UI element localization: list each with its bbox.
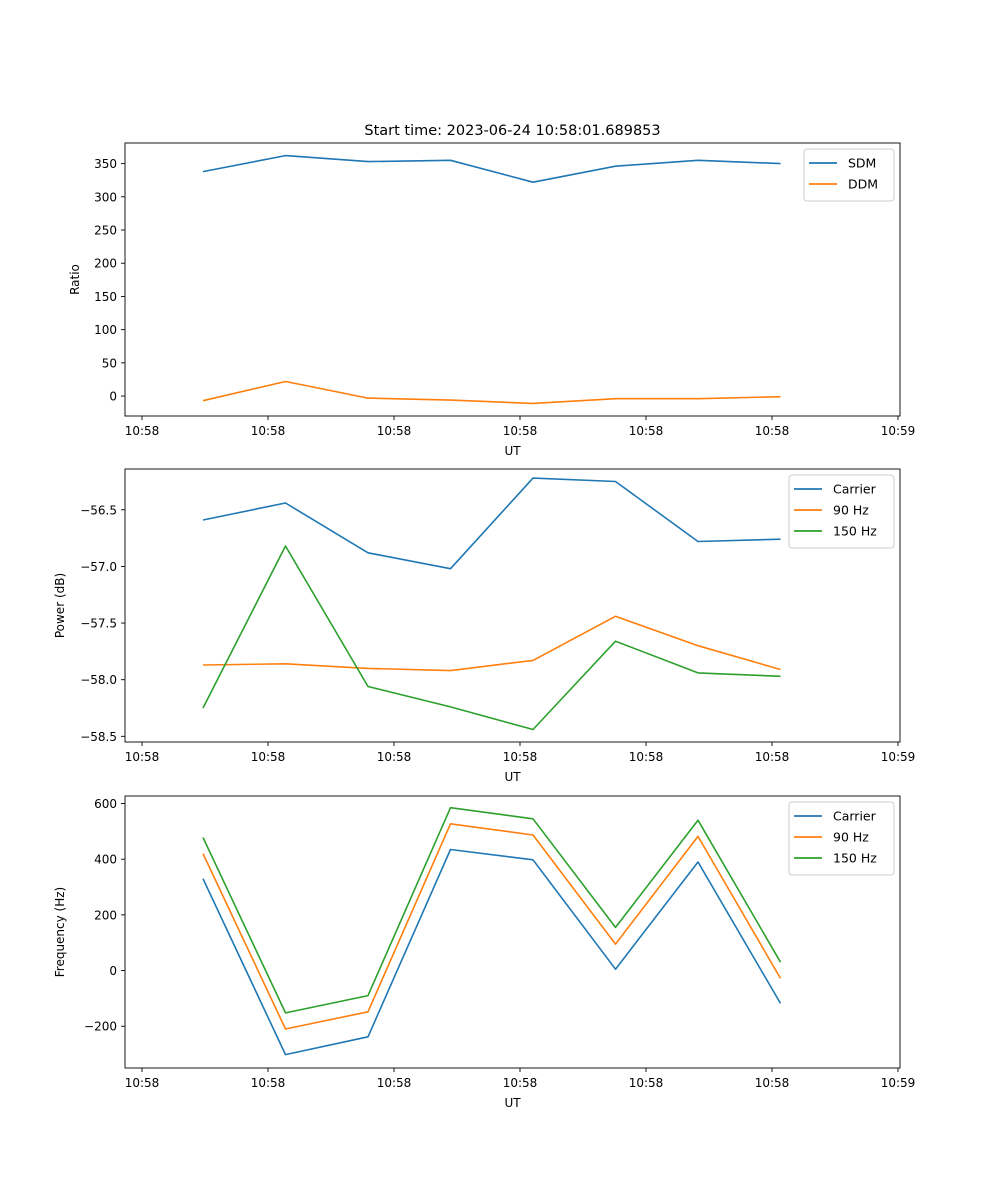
y-tick-label: 100 xyxy=(94,323,117,337)
series-line-150-hz xyxy=(202,806,782,1014)
legend-label: SDM xyxy=(848,156,876,171)
series-line-carrier xyxy=(202,848,782,1056)
x-tick-label: 10:59 xyxy=(881,424,916,438)
y-tick-label: 0 xyxy=(109,964,117,978)
legend-label: 90 Hz xyxy=(833,830,869,845)
y-tick-label: 400 xyxy=(94,853,117,867)
y-tick-label: −58.0 xyxy=(80,673,117,687)
y-tick-label: −57.5 xyxy=(80,617,117,631)
y-axis-label: Ratio xyxy=(68,264,82,295)
y-tick-label: 250 xyxy=(94,224,117,238)
y-tick-label: −58.5 xyxy=(80,730,117,744)
plot-frame xyxy=(124,795,901,1069)
y-axis-label: Power (dB) xyxy=(53,573,67,638)
x-tick-label: 10:58 xyxy=(755,424,790,438)
y-tick-label: 350 xyxy=(94,157,117,171)
legend-label: Carrier xyxy=(833,482,877,497)
x-tick-label: 10:58 xyxy=(503,1076,538,1090)
chart-title: Start time: 2023-06-24 10:58:01.689853 xyxy=(364,123,660,139)
x-tick-label: 10:58 xyxy=(629,424,664,438)
y-tick-label: 0 xyxy=(109,390,117,404)
legend-label: 150 Hz xyxy=(833,851,877,866)
y-tick-label: 600 xyxy=(94,797,117,811)
x-tick-label: 10:59 xyxy=(881,1076,916,1090)
series-line-90-hz xyxy=(202,822,782,1030)
legend-box xyxy=(788,474,895,549)
x-tick-label: 10:58 xyxy=(125,1076,160,1090)
y-axis-label: Frequency (Hz) xyxy=(53,887,67,978)
chart-panel-2: 10:58 10:58 10:58 10:58 10:58 10:58 10:59 −58.5… xyxy=(53,468,916,784)
legend: SDM DDM xyxy=(803,148,895,202)
x-tick-label: 10:59 xyxy=(881,750,916,764)
y-tick-label: 150 xyxy=(94,290,117,304)
y-tick-label: −200 xyxy=(84,1020,117,1034)
legend-label: 90 Hz xyxy=(833,503,869,518)
y-tick-label: 300 xyxy=(94,190,117,204)
x-tick-label: 10:58 xyxy=(251,424,286,438)
legend: Carrier 90 Hz 150 Hz xyxy=(788,801,895,876)
legend-box xyxy=(803,148,895,202)
series-line-150-hz xyxy=(202,545,781,731)
x-tick-label: 10:58 xyxy=(377,424,412,438)
x-tick-label: 10:58 xyxy=(377,750,412,764)
x-axis-label: UT xyxy=(504,770,521,784)
chart-panel-1: Start time: 2023-06-24 10:58:01.689853 10… xyxy=(68,123,915,458)
x-tick-label: 10:58 xyxy=(629,1076,664,1090)
x-tick-label: 10:58 xyxy=(503,750,538,764)
x-tick-label: 10:58 xyxy=(755,1076,790,1090)
x-tick-label: 10:58 xyxy=(377,1076,412,1090)
series-line-sdm xyxy=(202,154,781,183)
x-tick-label: 10:58 xyxy=(755,750,790,764)
legend-box xyxy=(788,801,895,876)
x-axis-label: UT xyxy=(504,444,521,458)
series-line-90-hz xyxy=(202,615,781,672)
x-tick-label: 10:58 xyxy=(251,1076,286,1090)
x-tick-label: 10:58 xyxy=(629,750,664,764)
legend-label: Carrier xyxy=(833,809,877,824)
x-tick-label: 10:58 xyxy=(125,424,160,438)
y-tick-label: 200 xyxy=(94,908,117,922)
y-tick-label: 50 xyxy=(102,356,117,370)
x-tick-label: 10:58 xyxy=(251,750,286,764)
plot-frame xyxy=(124,468,901,743)
x-tick-label: 10:58 xyxy=(503,424,538,438)
legend: Carrier 90 Hz 150 Hz xyxy=(788,474,895,549)
y-tick-label: 200 xyxy=(94,257,117,271)
plot-frame xyxy=(124,142,901,417)
y-tick-label: −57.0 xyxy=(80,560,117,574)
series-line-carrier xyxy=(202,477,781,570)
legend-label: 150 Hz xyxy=(833,524,877,539)
y-tick-label: −56.5 xyxy=(80,503,117,517)
x-tick-label: 10:58 xyxy=(125,750,160,764)
chart-panel-3: 10:58 10:58 10:58 10:58 10:58 10:58 10:59 −200 0… xyxy=(53,795,916,1110)
series-line-ddm xyxy=(202,380,781,405)
x-axis-label: UT xyxy=(504,1096,521,1110)
legend-label: DDM xyxy=(848,177,878,192)
